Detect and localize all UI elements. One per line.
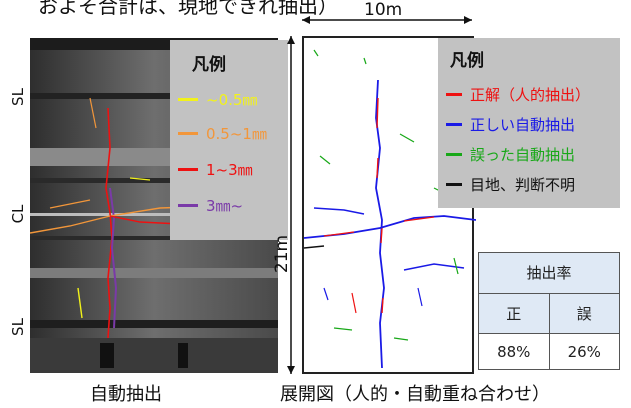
legend-width: 凡例 ~0.5㎜ 0.5~1㎜ 1~3㎜ 3㎜~	[170, 40, 288, 240]
width-label: 10m	[364, 0, 403, 20]
legend-title: 凡例	[192, 55, 226, 75]
legend-item: 正解（人的抽出）	[446, 82, 590, 106]
legend-swatch	[178, 203, 198, 207]
legend-label: 正解（人的抽出）	[470, 85, 591, 104]
legend-swatch	[446, 92, 462, 96]
legend-item: 1~3㎜	[178, 158, 253, 180]
rate-header-error: 誤	[548, 292, 620, 335]
legend-item: 0.5~1㎜	[178, 122, 267, 144]
legend-swatch	[178, 131, 198, 135]
rate-table-title: 抽出率	[478, 252, 620, 294]
top-text: およそ合計は、現地できれ抽出）	[38, 0, 338, 18]
caption-development-overlay: 展開図（人的・自動重ね合わせ）	[280, 384, 550, 405]
side-label-sl-bottom: SL	[9, 318, 27, 336]
legend-swatch	[446, 152, 462, 156]
legend-item: ~0.5㎜	[178, 88, 257, 110]
legend-swatch	[178, 167, 198, 171]
width-dimension-arrow	[302, 16, 472, 24]
legend-extraction: 凡例 正解（人的抽出） 正しい自動抽出 誤った自動抽出 目地、判断不明	[438, 38, 620, 208]
legend-label: ~0.5㎜	[206, 90, 258, 109]
legend-label: 正しい自動抽出	[470, 115, 576, 134]
legend-label: 誤った自動抽出	[470, 145, 576, 164]
legend-item: 正しい自動抽出	[446, 112, 575, 136]
legend-label: 1~3㎜	[206, 160, 253, 179]
side-label-cl: CL	[9, 204, 27, 224]
legend-swatch	[446, 182, 462, 186]
legend-title: 凡例	[450, 51, 484, 71]
rate-value-error: 26%	[548, 333, 620, 370]
legend-label: 3㎜~	[206, 196, 244, 215]
legend-label: 0.5~1㎜	[206, 124, 267, 143]
side-label-sl-top: SL	[9, 88, 27, 106]
height-dimension-arrow	[287, 36, 295, 374]
caption-auto-extraction: 自動抽出	[90, 384, 162, 405]
legend-item: 目地、判断不明	[446, 172, 575, 196]
height-label: 21m	[272, 234, 292, 274]
rate-header-correct: 正	[478, 292, 550, 335]
legend-swatch	[178, 97, 198, 101]
rate-value-correct: 88%	[478, 333, 550, 370]
legend-label: 目地、判断不明	[470, 175, 576, 194]
legend-item: 誤った自動抽出	[446, 142, 575, 166]
legend-swatch	[446, 122, 462, 126]
legend-item: 3㎜~	[178, 194, 243, 216]
extraction-rate-table: 抽出率 正 誤 88% 26%	[478, 252, 620, 370]
